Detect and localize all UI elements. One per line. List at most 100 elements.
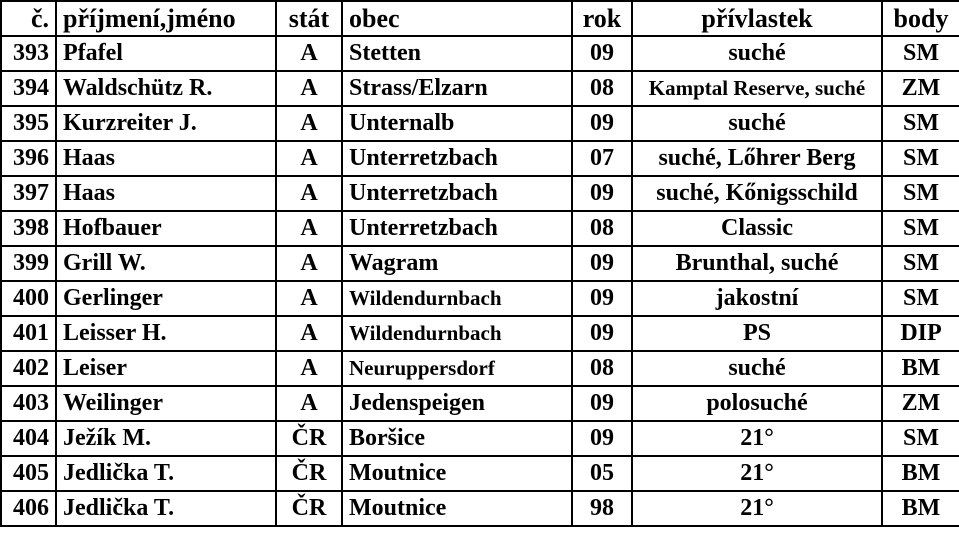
table-row: 401Leisser H.AWildendurnbach09PSDIP [1, 316, 959, 351]
cell-obec: Strass/Elzarn [342, 71, 572, 106]
cell-rok: 09 [572, 421, 632, 456]
cell-name: Haas [56, 176, 276, 211]
results-table: č. příjmení,jméno stát obec rok přívlast… [0, 0, 959, 527]
header-stat: stát [276, 1, 342, 36]
cell-priv: suché [632, 36, 882, 71]
cell-body: SM [882, 246, 959, 281]
cell-priv: suché [632, 106, 882, 141]
cell-name: Waldschütz R. [56, 71, 276, 106]
cell-num: 394 [1, 71, 56, 106]
cell-stat: A [276, 106, 342, 141]
cell-stat: A [276, 176, 342, 211]
cell-name: Hofbauer [56, 211, 276, 246]
cell-obec: Jedenspeigen [342, 386, 572, 421]
cell-stat: A [276, 246, 342, 281]
table-row: 400GerlingerAWildendurnbach09jakostníSM [1, 281, 959, 316]
cell-num: 403 [1, 386, 56, 421]
cell-name: Pfafel [56, 36, 276, 71]
cell-num: 397 [1, 176, 56, 211]
cell-priv: Kamptal Reserve, suché [632, 71, 882, 106]
cell-name: Leiser [56, 351, 276, 386]
cell-obec: Wagram [342, 246, 572, 281]
cell-obec: Neuruppersdorf [342, 351, 572, 386]
cell-rok: 98 [572, 491, 632, 526]
table-header-row: č. příjmení,jméno stát obec rok přívlast… [1, 1, 959, 36]
cell-body: BM [882, 351, 959, 386]
cell-priv: suché, Lőhrer Berg [632, 141, 882, 176]
cell-obec: Unterretzbach [342, 211, 572, 246]
cell-num: 400 [1, 281, 56, 316]
table-row: 399Grill W.AWagram09Brunthal, suchéSM [1, 246, 959, 281]
cell-priv: 21° [632, 456, 882, 491]
cell-body: SM [882, 36, 959, 71]
cell-body: ZM [882, 386, 959, 421]
cell-priv: jakostní [632, 281, 882, 316]
cell-priv: 21° [632, 491, 882, 526]
table-row: 397HaasAUnterretzbach09suché, Kőnigsschi… [1, 176, 959, 211]
table-row: 404Ježík M.ČRBoršice0921°SM [1, 421, 959, 456]
cell-rok: 09 [572, 36, 632, 71]
cell-num: 404 [1, 421, 56, 456]
cell-num: 405 [1, 456, 56, 491]
cell-num: 398 [1, 211, 56, 246]
cell-name: Grill W. [56, 246, 276, 281]
cell-stat: ČR [276, 421, 342, 456]
cell-stat: ČR [276, 491, 342, 526]
header-rok: rok [572, 1, 632, 36]
cell-num: 406 [1, 491, 56, 526]
cell-rok: 08 [572, 71, 632, 106]
table-row: 395Kurzreiter J.AUnternalb09suchéSM [1, 106, 959, 141]
cell-rok: 05 [572, 456, 632, 491]
cell-body: SM [882, 421, 959, 456]
cell-rok: 09 [572, 106, 632, 141]
table-row: 394Waldschütz R.AStrass/Elzarn08Kamptal … [1, 71, 959, 106]
cell-body: DIP [882, 316, 959, 351]
cell-rok: 09 [572, 246, 632, 281]
cell-name: Weilinger [56, 386, 276, 421]
cell-obec: Unternalb [342, 106, 572, 141]
cell-obec: Wildendurnbach [342, 281, 572, 316]
cell-rok: 08 [572, 211, 632, 246]
cell-name: Jedlička T. [56, 491, 276, 526]
cell-stat: ČR [276, 456, 342, 491]
table-row: 393PfafelAStetten09suchéSM [1, 36, 959, 71]
cell-obec: Unterretzbach [342, 141, 572, 176]
cell-rok: 09 [572, 386, 632, 421]
cell-priv: 21° [632, 421, 882, 456]
cell-name: Haas [56, 141, 276, 176]
table-body: 393PfafelAStetten09suchéSM394Waldschütz … [1, 36, 959, 526]
table-row: 396HaasAUnterretzbach07suché, Lőhrer Ber… [1, 141, 959, 176]
cell-stat: A [276, 316, 342, 351]
cell-obec: Moutnice [342, 491, 572, 526]
cell-body: SM [882, 106, 959, 141]
header-obec: obec [342, 1, 572, 36]
header-name: příjmení,jméno [56, 1, 276, 36]
cell-num: 399 [1, 246, 56, 281]
cell-num: 396 [1, 141, 56, 176]
cell-stat: A [276, 281, 342, 316]
cell-rok: 09 [572, 176, 632, 211]
header-num: č. [1, 1, 56, 36]
cell-body: SM [882, 176, 959, 211]
cell-obec: Unterretzbach [342, 176, 572, 211]
cell-name: Kurzreiter J. [56, 106, 276, 141]
cell-obec: Stetten [342, 36, 572, 71]
cell-body: SM [882, 211, 959, 246]
cell-priv: Brunthal, suché [632, 246, 882, 281]
table-row: 406Jedlička T.ČRMoutnice9821°BM [1, 491, 959, 526]
header-priv: přívlastek [632, 1, 882, 36]
cell-name: Jedlička T. [56, 456, 276, 491]
cell-num: 393 [1, 36, 56, 71]
cell-name: Gerlinger [56, 281, 276, 316]
table-row: 405Jedlička T.ČRMoutnice0521°BM [1, 456, 959, 491]
cell-num: 401 [1, 316, 56, 351]
table-row: 402LeiserANeuruppersdorf08suchéBM [1, 351, 959, 386]
cell-name: Leisser H. [56, 316, 276, 351]
cell-stat: A [276, 351, 342, 386]
cell-body: ZM [882, 71, 959, 106]
cell-obec: Boršice [342, 421, 572, 456]
cell-obec: Wildendurnbach [342, 316, 572, 351]
cell-num: 402 [1, 351, 56, 386]
table-row: 398HofbauerAUnterretzbach08ClassicSM [1, 211, 959, 246]
cell-priv: Classic [632, 211, 882, 246]
